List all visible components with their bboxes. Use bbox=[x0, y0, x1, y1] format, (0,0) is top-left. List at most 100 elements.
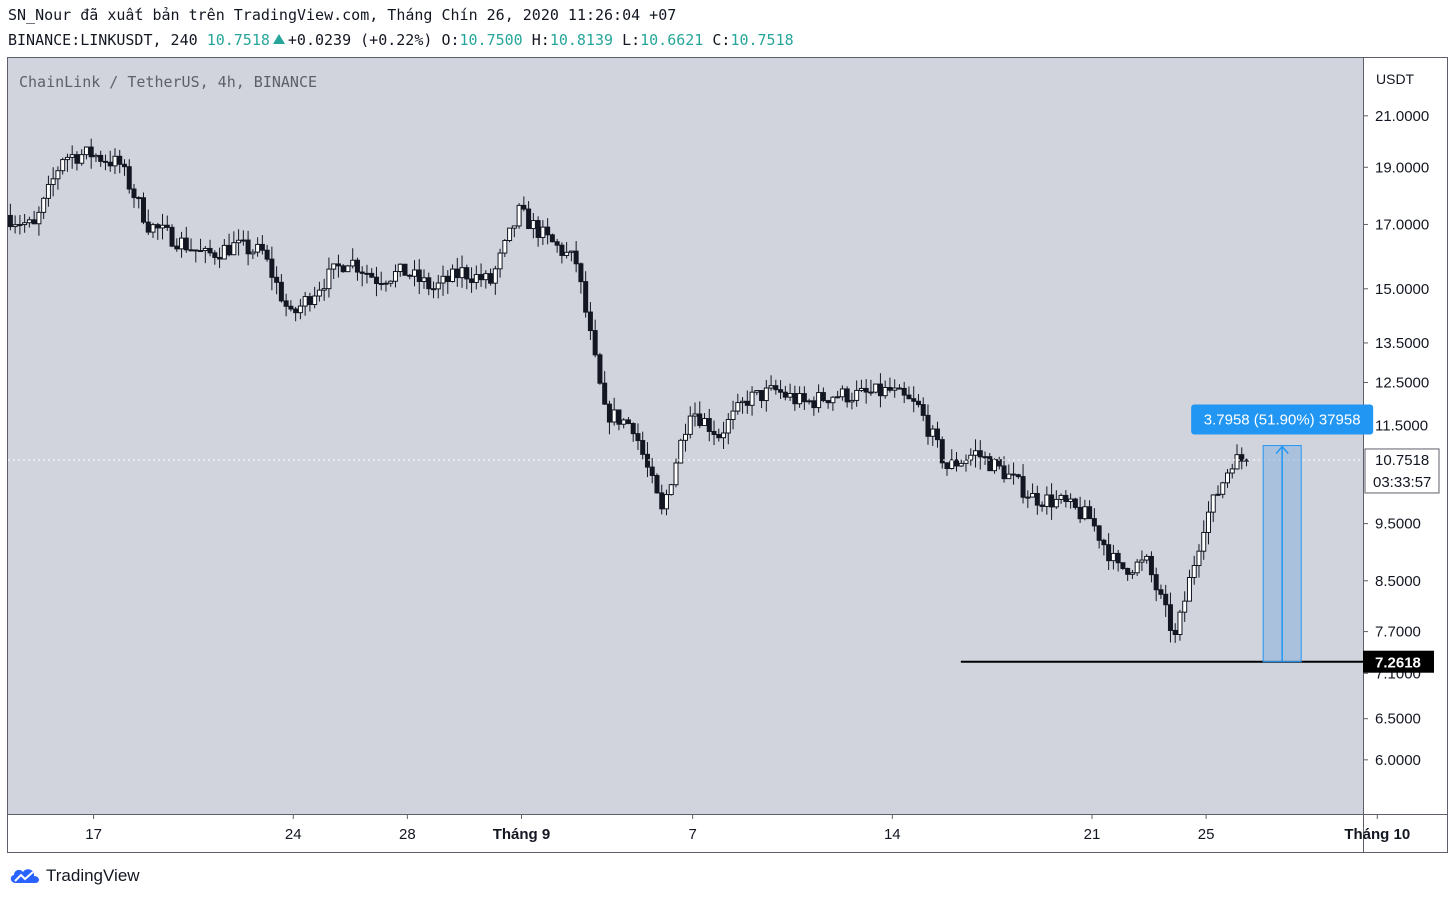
candle-body bbox=[578, 263, 584, 283]
candle-body bbox=[854, 389, 860, 401]
candle-body bbox=[1158, 589, 1164, 595]
y-tick-label: 19.0000 bbox=[1375, 159, 1429, 176]
candle bbox=[801, 386, 807, 410]
candle bbox=[259, 235, 265, 255]
candle-body bbox=[1006, 473, 1012, 480]
candle bbox=[663, 489, 669, 516]
candle-body bbox=[141, 197, 146, 223]
candle bbox=[521, 196, 527, 212]
candle bbox=[820, 387, 826, 403]
candle bbox=[221, 239, 227, 260]
y-tick-label: 11.5000 bbox=[1375, 417, 1428, 434]
candle bbox=[207, 239, 213, 257]
candle-body bbox=[1205, 511, 1211, 533]
candle bbox=[41, 196, 47, 220]
candle-body bbox=[102, 160, 108, 163]
candle-body bbox=[164, 224, 170, 228]
candle-body bbox=[911, 398, 917, 402]
candle bbox=[1153, 567, 1159, 602]
candle-body bbox=[697, 413, 703, 427]
candle bbox=[1120, 562, 1126, 571]
candlestick-chart[interactable]: ChainLink / TetherUS, 4h, BINANCE USDT 21.… bbox=[8, 58, 1447, 852]
candle bbox=[373, 266, 379, 297]
candle-body bbox=[1153, 574, 1159, 591]
candle-body bbox=[725, 418, 731, 434]
chart-frame[interactable]: ChainLink / TetherUS, 4h, BINANCE USDT 21.… bbox=[7, 57, 1448, 853]
candle bbox=[164, 215, 170, 231]
candle-body bbox=[335, 263, 341, 267]
candle bbox=[1063, 490, 1069, 508]
candle-body bbox=[321, 288, 327, 291]
candle bbox=[1044, 486, 1050, 515]
candle bbox=[17, 214, 23, 235]
x-tick-label: Tháng 10 bbox=[1344, 826, 1410, 843]
candle bbox=[597, 352, 603, 385]
candle-body bbox=[568, 250, 574, 253]
candle bbox=[744, 390, 750, 414]
y-tick-label: 15.0000 bbox=[1375, 281, 1429, 298]
candle bbox=[1110, 544, 1116, 570]
candle bbox=[778, 380, 784, 399]
candle bbox=[858, 379, 864, 393]
candle bbox=[45, 175, 51, 207]
candle-body bbox=[616, 409, 622, 425]
candle bbox=[749, 386, 755, 416]
candle-body bbox=[1215, 493, 1221, 496]
tradingview-logo[interactable]: TradingView bbox=[8, 866, 140, 886]
candle bbox=[516, 203, 522, 229]
candle-body bbox=[250, 251, 256, 255]
candle-body bbox=[630, 423, 636, 435]
low-label: L: bbox=[622, 31, 641, 49]
candle bbox=[226, 233, 232, 257]
candle bbox=[326, 257, 332, 298]
candle-body bbox=[79, 154, 85, 164]
y-tick-label: 6.5000 bbox=[1375, 711, 1421, 728]
candle-body bbox=[160, 224, 166, 229]
candle-body bbox=[773, 385, 779, 391]
candle bbox=[1210, 494, 1216, 522]
candle-body bbox=[183, 237, 189, 251]
candle bbox=[402, 263, 408, 276]
x-tick-label: 25 bbox=[1198, 826, 1215, 843]
candle bbox=[944, 462, 950, 476]
candle bbox=[31, 210, 37, 225]
candle bbox=[630, 422, 636, 442]
candle-body bbox=[1072, 498, 1078, 508]
candle-body bbox=[545, 226, 551, 236]
candle bbox=[1167, 592, 1173, 643]
candle bbox=[792, 385, 798, 411]
candle-body bbox=[259, 243, 265, 251]
candle bbox=[1068, 493, 1074, 509]
candle-body bbox=[331, 263, 337, 270]
candle-body bbox=[1196, 550, 1202, 567]
candle bbox=[1225, 468, 1230, 488]
x-tick-label: 24 bbox=[285, 826, 302, 843]
candle-body bbox=[1129, 572, 1135, 575]
candle-body bbox=[844, 388, 850, 403]
candle bbox=[217, 247, 223, 269]
candle-body bbox=[198, 250, 204, 253]
candle bbox=[331, 263, 337, 279]
candle bbox=[83, 146, 89, 160]
candle-body bbox=[283, 300, 289, 307]
candle bbox=[245, 230, 251, 266]
candle-body bbox=[597, 354, 603, 384]
candle bbox=[198, 238, 204, 253]
candle bbox=[141, 192, 146, 225]
candle-body bbox=[858, 387, 864, 391]
candle-body bbox=[944, 462, 950, 469]
candle bbox=[255, 237, 261, 257]
candle bbox=[264, 244, 270, 262]
candle-body bbox=[1163, 593, 1169, 606]
candle bbox=[901, 381, 907, 404]
candle-body bbox=[93, 154, 99, 158]
candle bbox=[654, 473, 660, 494]
candle-body bbox=[996, 459, 1002, 467]
measure-label: 3.7958 (51.90%) 37958 bbox=[1204, 412, 1361, 429]
candle bbox=[839, 385, 845, 401]
candle-body bbox=[778, 389, 784, 393]
candle bbox=[269, 246, 275, 291]
candle-body bbox=[416, 269, 422, 283]
ohlc-legend: BINANCE:LINKUSDT, 240 10.7518 +0.0239 (+0… bbox=[8, 31, 794, 49]
candle-body bbox=[1225, 472, 1230, 484]
